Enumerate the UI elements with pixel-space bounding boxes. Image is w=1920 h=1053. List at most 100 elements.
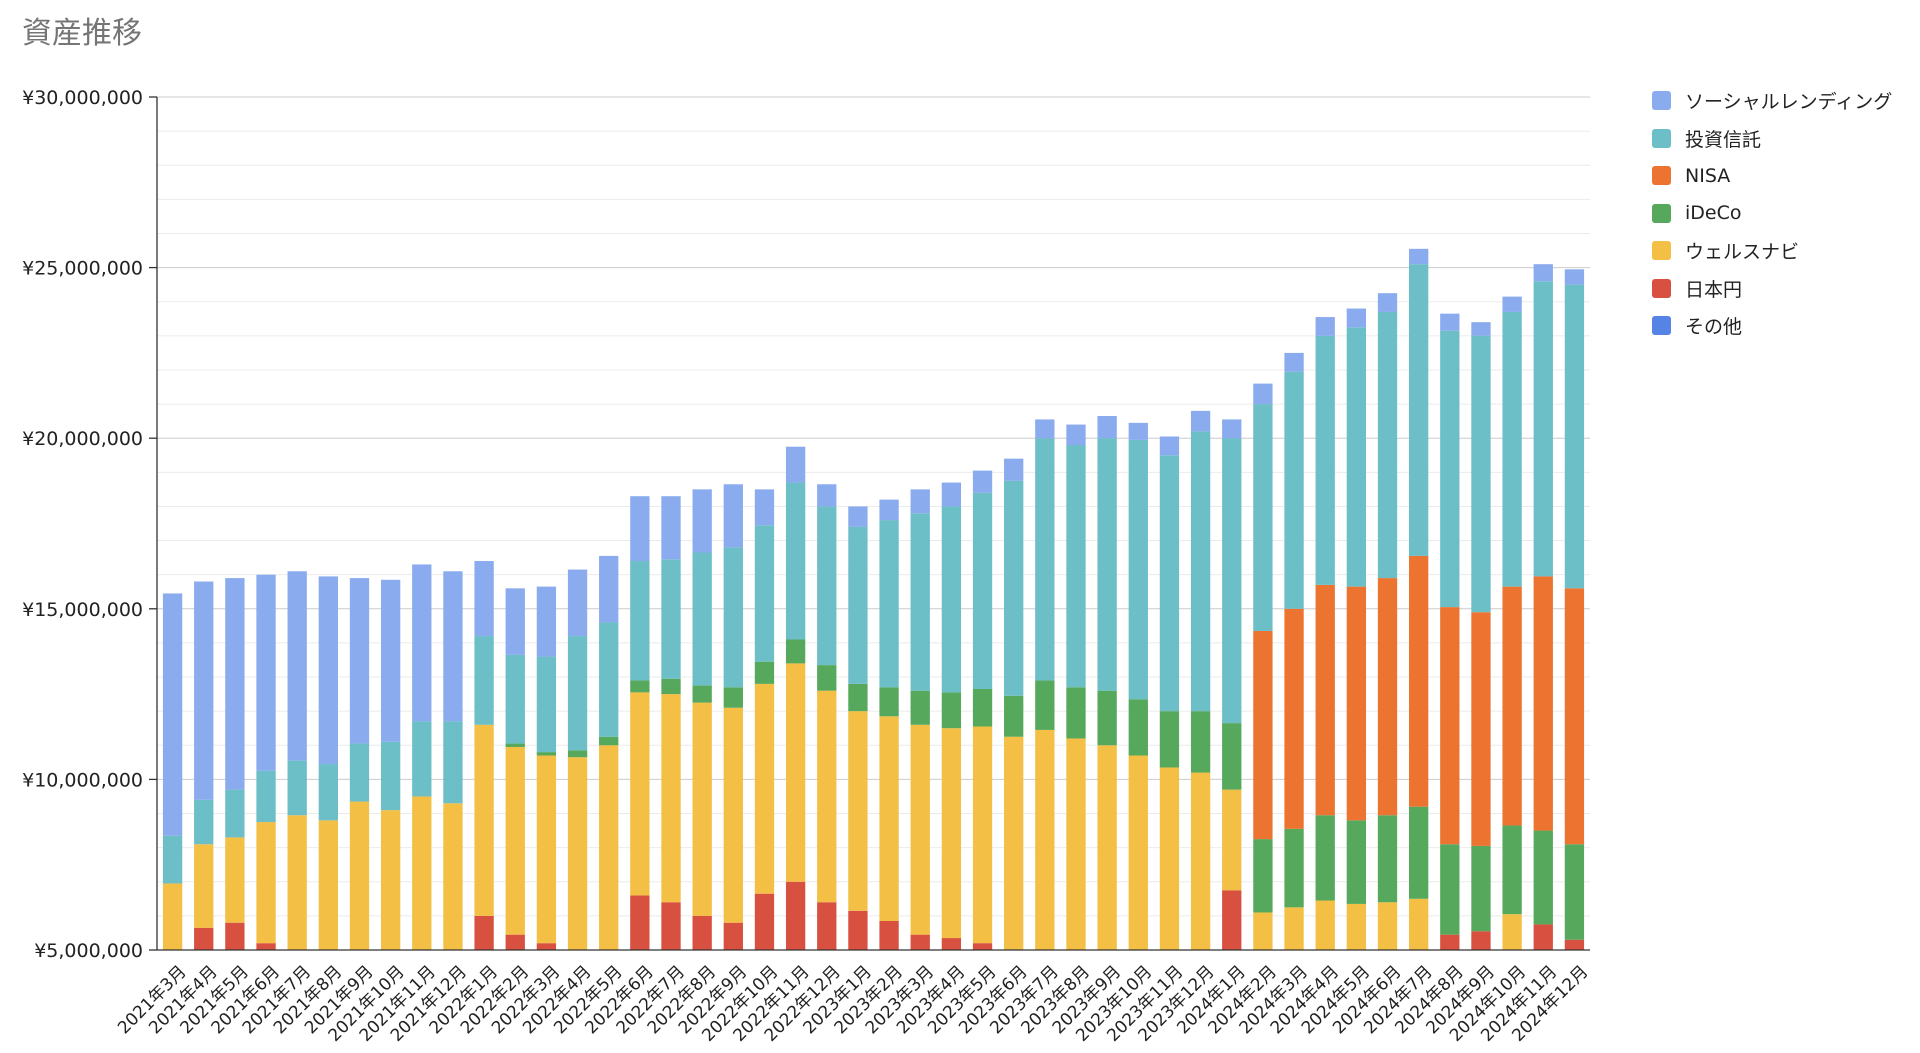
bar-segment-wealthnavi bbox=[256, 822, 276, 944]
bar-segment-wealthnavi bbox=[1159, 767, 1180, 950]
bar-segment-social_lending bbox=[910, 489, 930, 514]
bar-segment-social_lending bbox=[848, 506, 868, 527]
bar-segment-nisa bbox=[1284, 608, 1304, 829]
bar-segment-social_lending bbox=[287, 571, 307, 761]
x-tick-labels: 2021年3月2021年4月2021年5月2021年6月2021年7月2021年… bbox=[114, 962, 1592, 1046]
bar-segment-social_lending bbox=[318, 576, 338, 765]
bar-segment-social_lending bbox=[1315, 317, 1335, 336]
bar-segment-toushin bbox=[1066, 445, 1086, 688]
bar-segment-ideco bbox=[599, 736, 619, 746]
bar-segment-social_lending bbox=[1190, 410, 1211, 432]
bar-segment-jpy bbox=[941, 938, 962, 950]
legend: ソーシャルレンディング 投資信託 NISA iDeCo ウェルスナビ 日本円 その他 bbox=[1652, 82, 1892, 345]
legend-item: ソーシャルレンディング bbox=[1652, 82, 1892, 120]
bar-segment-toushin bbox=[380, 741, 401, 811]
bar-segment-toushin bbox=[1222, 438, 1242, 724]
bar-segment-social_lending bbox=[256, 574, 276, 771]
bar-segment-jpy bbox=[817, 902, 837, 950]
bar-segment-toushin bbox=[1471, 335, 1491, 613]
bar-segment-jpy bbox=[536, 943, 557, 950]
legend-label: iDeCo bbox=[1685, 202, 1742, 225]
bar-segment-ideco bbox=[848, 683, 868, 712]
bar-segment-toushin bbox=[972, 492, 993, 689]
y-tick-label: ¥20,000,000 bbox=[22, 428, 143, 450]
bar-segment-toushin bbox=[941, 506, 962, 693]
bar-segment-wealthnavi bbox=[910, 724, 930, 935]
bar-segment-ideco bbox=[910, 690, 930, 725]
bar-segment-toushin bbox=[754, 525, 775, 662]
bar-segment-ideco bbox=[723, 687, 743, 708]
legend-label: 日本円 bbox=[1685, 278, 1743, 301]
bar-segment-wealthnavi bbox=[1502, 914, 1522, 950]
bar-segment-wealthnavi bbox=[723, 707, 743, 923]
legend-item: 投資信託 bbox=[1652, 120, 1892, 158]
y-tick-label: ¥15,000,000 bbox=[22, 599, 143, 621]
chart-title: 資産推移 bbox=[22, 16, 142, 51]
bar-segment-social_lending bbox=[1004, 458, 1024, 481]
legend-label: ウェルスナビ bbox=[1685, 241, 1800, 264]
bar-segment-toushin bbox=[1035, 438, 1055, 681]
bar-segment-ideco bbox=[1097, 690, 1117, 746]
legend-swatch bbox=[1652, 278, 1671, 298]
bar-segment-ideco bbox=[1377, 815, 1398, 903]
bar-segment-wealthnavi bbox=[1409, 898, 1429, 950]
bar-segment-social_lending bbox=[225, 578, 245, 790]
bar-segment-wealthnavi bbox=[848, 711, 868, 911]
bar-segment-toushin bbox=[1128, 439, 1148, 700]
bar-segment-ideco bbox=[879, 687, 899, 717]
legend-swatch bbox=[1652, 166, 1671, 186]
bar-segment-jpy bbox=[194, 927, 214, 950]
bar-segment-jpy bbox=[1564, 939, 1585, 950]
bar-segment-wealthnavi bbox=[1346, 903, 1367, 950]
bar-segment-jpy bbox=[754, 893, 775, 950]
bar-segment-wealthnavi bbox=[1097, 745, 1117, 950]
bar-segment-wealthnavi bbox=[1222, 789, 1242, 891]
bar-segment-ideco bbox=[1346, 820, 1367, 904]
bar-segment-wealthnavi bbox=[443, 803, 463, 950]
bar-segment-social_lending bbox=[599, 555, 619, 623]
bar-segment-ideco bbox=[1004, 695, 1024, 737]
bar-segment-wealthnavi bbox=[1035, 729, 1055, 950]
bar-segment-nisa bbox=[1440, 607, 1460, 845]
legend-label: ソーシャルレンディング bbox=[1685, 91, 1893, 114]
bar-segment-nisa bbox=[1315, 584, 1335, 816]
bar-segment-social_lending bbox=[1222, 419, 1242, 439]
bar-segment-wealthnavi bbox=[879, 716, 899, 921]
bar-segment-social_lending bbox=[1533, 264, 1553, 282]
bar-segment-social_lending bbox=[412, 564, 432, 722]
bar-segment-ideco bbox=[536, 752, 557, 756]
bar-segment-ideco bbox=[817, 665, 837, 691]
bar-segment-ideco bbox=[1284, 828, 1304, 908]
bar-segment-social_lending bbox=[1564, 269, 1585, 285]
bar-segment-social_lending bbox=[1377, 293, 1398, 312]
bar-segment-jpy bbox=[1440, 934, 1460, 950]
bar-segment-ideco bbox=[941, 692, 962, 729]
bar-segment-toushin bbox=[910, 513, 930, 691]
bar-segment-ideco bbox=[1253, 839, 1273, 913]
bar-segment-toushin bbox=[1564, 284, 1585, 589]
bar-segment-ideco bbox=[1564, 844, 1585, 940]
bar-segment-toushin bbox=[848, 526, 868, 684]
bar-segment-ideco bbox=[1440, 844, 1460, 935]
bar-segment-toushin bbox=[879, 520, 899, 688]
bar-segment-jpy bbox=[972, 943, 993, 950]
bar-segment-social_lending bbox=[1253, 383, 1273, 405]
bar-segment-ideco bbox=[567, 750, 588, 758]
bar-segment-toushin bbox=[1502, 311, 1522, 587]
legend-item: 日本円 bbox=[1652, 270, 1892, 308]
bar-segment-wealthnavi bbox=[1315, 900, 1335, 950]
bar-segment-toushin bbox=[692, 552, 712, 686]
bar-segment-social_lending bbox=[1097, 416, 1117, 439]
bar-segment-social_lending bbox=[630, 496, 650, 562]
bar-segment-social_lending bbox=[1346, 308, 1367, 328]
bar-segment-jpy bbox=[474, 915, 494, 950]
bar-segment-ideco bbox=[1035, 680, 1055, 730]
bar-segment-jpy bbox=[785, 881, 806, 950]
bar-segment-social_lending bbox=[879, 499, 899, 521]
bar-segment-wealthnavi bbox=[505, 746, 525, 935]
bar-segment-wealthnavi bbox=[225, 837, 245, 923]
bar-segment-social_lending bbox=[723, 484, 743, 548]
bar-segment-wealthnavi bbox=[785, 663, 806, 882]
bar-segment-ideco bbox=[1066, 687, 1086, 739]
